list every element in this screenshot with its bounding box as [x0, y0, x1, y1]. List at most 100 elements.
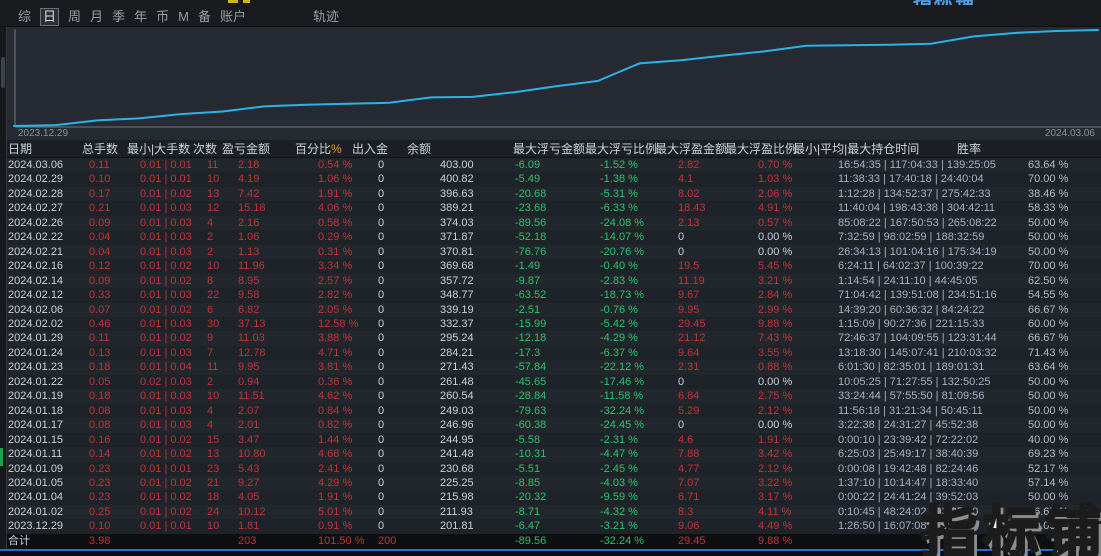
table-row[interactable]: 2024.02.26 0.09 0.01 | 0.03 4 2.16 0.58 % 0 374…: [0, 215, 1101, 231]
column-header-max-float-profit-pct[interactable]: 最大浮盈比例: [725, 142, 798, 156]
table-row[interactable]: 2024.02.29 0.10 0.01 | 0.01 10 4.19 1.06 % 0 40…: [0, 172, 1101, 187]
menu-item-日[interactable]: 日: [40, 8, 60, 26]
table-row[interactable]: 2024.02.14 0.09 0.01 | 0.02 8 8.95 2.57 % 0 357…: [0, 273, 1101, 289]
table-row[interactable]: 2024.01.17 0.08 0.01 | 0.03 4 2.01 0.82 % 0 246…: [0, 418, 1101, 433]
column-header-max-float-profit[interactable]: 最大浮盈金额: [655, 142, 728, 156]
menu-item-备[interactable]: 备: [197, 9, 211, 24]
column-header-date[interactable]: 日期: [8, 142, 33, 156]
cell-total-lots: 0.16: [89, 433, 111, 446]
table-row[interactable]: 2024.02.12 0.33 0.01 | 0.03 22 9.58 2.82 % 0 34…: [0, 288, 1101, 303]
table-row[interactable]: 2024.01.05 0.23 0.01 | 0.02 21 9.27 4.29 % 0 22…: [0, 475, 1101, 491]
table-row[interactable]: 2024.01.04 0.23 0.01 | 0.02 18 4.05 1.91 % 0 21…: [0, 490, 1101, 505]
cell-date: 2024.01.19: [8, 390, 64, 403]
cell-max-float-loss-pct: -24.45 %: [600, 419, 645, 432]
scrollbar-thumb[interactable]: [1, 57, 5, 88]
cell-pl-amount: 2.16: [238, 216, 260, 229]
menu-item-币[interactable]: 币: [156, 9, 170, 24]
clipped-yellow-fragment: [228, 0, 238, 3]
menu-item-综[interactable]: 综: [18, 9, 32, 24]
table-row[interactable]: 2024.01.24 0.13 0.01 | 0.03 7 12.78 4.71 % 0 28…: [0, 345, 1101, 361]
cell-min-max-lots: 0.01 | 0.02: [140, 274, 192, 287]
cell-count: 13: [207, 448, 220, 461]
cell-max-float-profit-pct: 3.17 %: [758, 491, 793, 504]
cell-max-float-loss: -28.84: [515, 390, 547, 403]
table-row[interactable]: 2024.01.15 0.16 0.01 | 0.02 15 3.47 1.44 % 0 24…: [0, 432, 1101, 448]
table-row[interactable]: 2024.01.11 0.14 0.01 | 0.02 13 10.80 4.68 % 0 2…: [0, 447, 1101, 462]
cell-max-float-profit: 9.67: [678, 289, 700, 302]
column-header-max-float-loss-pct[interactable]: 最大浮亏比例: [585, 142, 658, 156]
table-row[interactable]: 2024.02.16 0.12 0.01 | 0.02 10 11.96 3.34 % 0 3…: [0, 259, 1101, 274]
column-header-hold-time[interactable]: 最小|平均|最大持仓时间: [793, 142, 920, 156]
cell-max-float-profit-pct: 4.91 %: [758, 202, 793, 215]
cell-max-float-loss: -17.3: [515, 346, 541, 359]
column-header-max-float-loss[interactable]: 最大浮亏金额: [513, 142, 586, 156]
equity-curve-line: [13, 29, 1099, 127]
table-total-row[interactable]: 合计 3.98 203 101.50 % 200 -89.56 -32.24 % 29.45 9…: [0, 534, 1101, 549]
table-row[interactable]: 2024.02.27 0.21 0.01 | 0.03 12 15.18 4.06 % 0 3…: [0, 201, 1101, 216]
cell-max-float-profit-pct: 2.84 %: [758, 289, 793, 302]
menu-item-周[interactable]: 周: [68, 9, 82, 24]
cell-count: 13: [207, 187, 220, 200]
cell-balance: 403.00: [440, 159, 474, 171]
table-row[interactable]: 2024.01.23 0.18 0.01 | 0.04 11 9.95 3.81 % 0 27…: [0, 360, 1101, 375]
cell-max-float-profit-pct: 3.21 %: [758, 274, 793, 287]
cell-balance: 261.48: [440, 375, 474, 388]
cell-max-float-profit-pct: 2.99 %: [758, 303, 793, 316]
cell-date: 2024.01.22: [8, 375, 64, 388]
table-row[interactable]: 2024.03.06 0.11 0.01 | 0.01 11 2.18 0.54 % 0 40…: [0, 158, 1101, 173]
column-header-count[interactable]: 次数: [193, 142, 218, 156]
cell-pl-amount: 4.19: [238, 173, 260, 186]
cell-win-rate: 70.00 %: [1028, 520, 1069, 533]
menu-item-账户[interactable]: 账户: [219, 9, 246, 24]
cell-count: 23: [207, 462, 220, 475]
table-body: 2024.03.06 0.11 0.01 | 0.01 11 2.18 0.54 % 0 40…: [0, 158, 1101, 534]
cell-max-float-profit: 29.45: [678, 317, 706, 330]
column-header-min-max-lots[interactable]: 最小|大手数: [127, 142, 191, 156]
table-row[interactable]: 2024.02.02 0.46 0.01 | 0.03 30 37.13 12.58 % 0…: [0, 316, 1101, 332]
table-row[interactable]: 2024.01.02 0.25 0.01 | 0.02 24 10.12 5.01 % 0 2…: [0, 504, 1101, 520]
column-header-in-out[interactable]: 出入金: [352, 142, 389, 156]
cell-balance: 225.25: [440, 476, 474, 489]
table-row[interactable]: 2024.01.29 0.11 0.01 | 0.02 9 11.03 3.88 % 0 29…: [0, 331, 1101, 346]
cell-max-float-loss: -76.76: [515, 245, 547, 258]
cell-win-rate: 50.00 %: [1028, 375, 1069, 388]
menu-item-年[interactable]: 年: [134, 9, 148, 24]
menu-item-月[interactable]: 月: [90, 9, 104, 24]
column-header-percent[interactable]: 百分比%: [295, 142, 342, 156]
cell-max-float-loss-pct: -6.37 %: [600, 346, 638, 359]
cell-balance: 371.87: [440, 231, 474, 244]
menu-item-M[interactable]: M: [178, 9, 189, 24]
column-header-total-lots[interactable]: 总手数: [82, 142, 119, 156]
cell-min-max-lots: 0.01 | 0.03: [140, 419, 192, 432]
menu-bar-items: 综日周月季年币 M 备账户 轨迹: [18, 8, 348, 26]
cell-min-max-lots: 0.01 | 0.02: [140, 433, 192, 446]
column-header-balance[interactable]: 余额: [407, 142, 432, 156]
table-row[interactable]: 2024.02.06 0.07 0.01 | 0.02 6 6.82 2.05 % 0 339…: [0, 302, 1101, 317]
cell-date: 合计: [8, 535, 30, 547]
column-header-pl-amount[interactable]: 盈亏金额: [222, 142, 271, 156]
table-row[interactable]: 2024.01.18 0.08 0.01 | 0.03 4 2.07 0.84 % 0 249…: [0, 403, 1101, 419]
chart-start-date-label: 2023.12.29: [18, 128, 69, 139]
table-row[interactable]: 2023.12.29 0.10 0.01 | 0.01 10 1.81 0.91 % 0 20…: [0, 519, 1101, 534]
cell-hold-time: 71:04:42 | 139:51:08 | 234:51:16: [838, 289, 997, 302]
cell-balance: 370.81: [440, 245, 474, 258]
cell-pl-amount: 9.95: [238, 361, 260, 374]
cell-pl-amount: 9.58: [238, 289, 260, 302]
menu-item-季[interactable]: 季: [112, 9, 126, 24]
menu-item-轨迹[interactable]: 轨迹: [312, 9, 339, 24]
cell-win-rate: 69.23 %: [1028, 448, 1069, 461]
cell-max-float-profit: 6.71: [678, 491, 700, 504]
left-scrollbar[interactable]: [0, 27, 7, 549]
table-row[interactable]: 2024.02.28 0.17 0.01 | 0.02 13 7.42 1.91 % 0 39…: [0, 186, 1101, 202]
cell-percent: 0.84 %: [318, 404, 353, 417]
cell-max-float-profit: 18.43: [678, 202, 706, 215]
table-row[interactable]: 2024.02.22 0.04 0.01 | 0.03 2 1.06 0.29 % 0 371…: [0, 230, 1101, 245]
table-row[interactable]: 2024.01.22 0.05 0.02 | 0.03 2 0.94 0.36 % 0 261…: [0, 374, 1101, 390]
column-header-win-rate[interactable]: 胜率: [957, 142, 982, 156]
table-row[interactable]: 2024.02.21 0.04 0.01 | 0.03 2 1.13 0.31 % 0 370…: [0, 244, 1101, 260]
cell-in-out: 0: [378, 404, 385, 417]
table-row[interactable]: 2024.01.09 0.23 0.01 | 0.01 23 5.43 2.41 % 0 23…: [0, 461, 1101, 476]
cell-count: 15: [207, 433, 220, 446]
cell-max-float-loss-pct: -4.32 %: [600, 505, 638, 518]
table-row[interactable]: 2024.01.19 0.18 0.01 | 0.03 10 11.51 4.62 % 0 2…: [0, 389, 1101, 404]
